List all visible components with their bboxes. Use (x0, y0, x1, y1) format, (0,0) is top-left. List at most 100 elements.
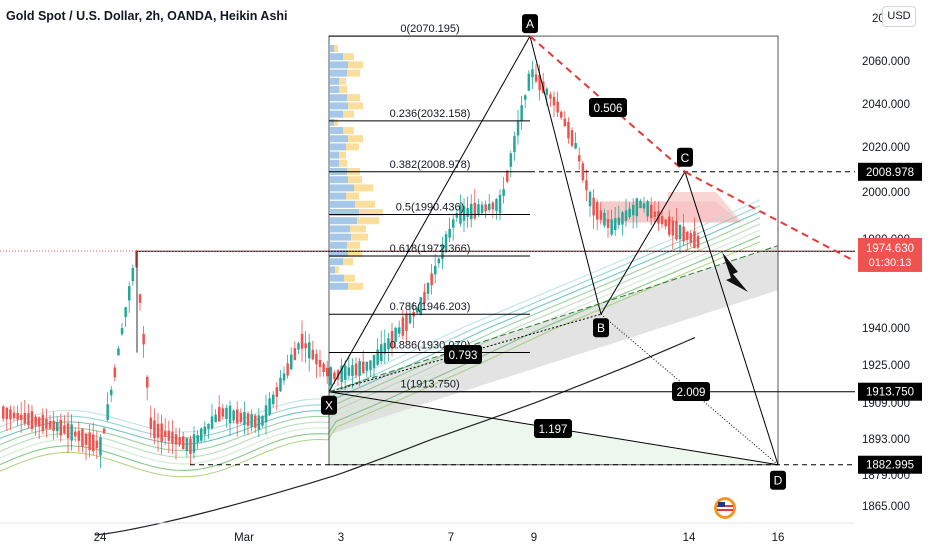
volume-profile (330, 45, 383, 290)
candle-body (52, 420, 55, 431)
volume-bar (347, 94, 360, 102)
candle-body (617, 217, 621, 225)
candle-body (214, 414, 217, 423)
candle-body (563, 118, 567, 127)
candle-body (308, 342, 311, 359)
long-moving-average (94, 337, 696, 536)
candle-body (77, 430, 81, 441)
volume-bar (339, 151, 346, 159)
candle-body (642, 203, 646, 209)
ratio-label: 0.793 (444, 345, 482, 364)
candle-body (372, 355, 376, 368)
candle-body (592, 197, 595, 216)
candle-body (92, 434, 95, 452)
candle-body (117, 348, 120, 356)
volume-bar (330, 86, 339, 93)
volume-bar (330, 77, 339, 85)
volume-bar (330, 266, 335, 274)
ratio-label: 1.197 (534, 419, 572, 438)
candle-body (585, 180, 588, 191)
candle-body (408, 313, 412, 324)
volume-bar (339, 86, 347, 93)
volume-bar (335, 266, 339, 274)
candle-body (480, 204, 484, 213)
volume-bar (339, 159, 347, 167)
candle-body (333, 372, 336, 380)
candle-body (344, 365, 347, 380)
volume-bar (330, 241, 347, 249)
candle-body (383, 342, 387, 354)
ribbon-line (0, 223, 761, 458)
candle-body (416, 307, 419, 313)
price-tick-label: 1865.000 (862, 501, 910, 513)
candle-body (369, 360, 372, 370)
candle-body (639, 200, 642, 208)
ribbon-line (0, 229, 761, 465)
time-tick-label: Mar (234, 532, 254, 544)
candle-body (207, 423, 210, 429)
candle-body (524, 95, 527, 100)
candle-body (632, 204, 635, 216)
volume-bar (330, 225, 350, 233)
currency-button[interactable]: USD (882, 6, 916, 27)
candle-body (131, 268, 135, 282)
candle-body (405, 313, 408, 332)
volume-bar (330, 110, 343, 118)
volume-bar (346, 143, 359, 151)
candle-body (470, 203, 473, 220)
current-price-text: 1974.630 (866, 243, 914, 255)
candle-body (300, 333, 304, 349)
candle-body (531, 69, 534, 78)
volume-bar (348, 176, 362, 184)
candle-body (488, 203, 491, 210)
candle-body (513, 136, 516, 152)
price-tick-label: 2000.000 (862, 187, 910, 199)
candle-body (477, 204, 480, 216)
candle-body (81, 428, 84, 447)
volume-bar (339, 77, 346, 85)
volume-bar (348, 102, 363, 110)
rising-channel (329, 245, 778, 435)
candle-body (437, 258, 441, 264)
volume-bar (357, 217, 379, 225)
candle-body (693, 231, 696, 249)
point-label-text: B (597, 321, 605, 335)
candle-body (74, 431, 77, 437)
volume-bar (330, 102, 348, 110)
fib-level-label: 0(2070.195) (400, 23, 459, 35)
ratio-label-bg (672, 382, 710, 401)
candle-body (401, 317, 405, 336)
ratio-label-text: 0.793 (449, 350, 478, 362)
price-tick-label: 1940.000 (862, 323, 910, 335)
candle-body (506, 170, 509, 182)
candle-body (664, 219, 667, 227)
volume-bar (330, 94, 347, 102)
projection-line (684, 170, 856, 263)
us-flag-icon[interactable] (714, 497, 736, 519)
volume-bar (330, 151, 339, 159)
candle-body (102, 428, 106, 434)
ratio-label: 2.009 (672, 382, 710, 401)
volume-bar (343, 110, 354, 118)
ratio-label-text: 0.506 (594, 103, 623, 115)
candle-body (56, 422, 59, 432)
volume-bar (351, 233, 368, 241)
candle-body (326, 367, 329, 377)
candle-body (45, 418, 48, 429)
volume-bar (330, 135, 348, 143)
candle-body (178, 437, 181, 445)
candle-body (164, 431, 167, 437)
candle-body (653, 211, 657, 218)
candle-body (646, 201, 649, 217)
time-tick-label: 24 (94, 532, 107, 544)
candle-body (682, 226, 685, 242)
price-tick-label: 2040.000 (862, 99, 910, 111)
ratio-label-bg (534, 419, 572, 438)
price-tick-label: 2020.000 (862, 142, 910, 154)
price-badge-bg (858, 162, 922, 181)
candle-body (293, 348, 297, 361)
candle-body (272, 394, 275, 405)
candle-body (365, 361, 369, 371)
